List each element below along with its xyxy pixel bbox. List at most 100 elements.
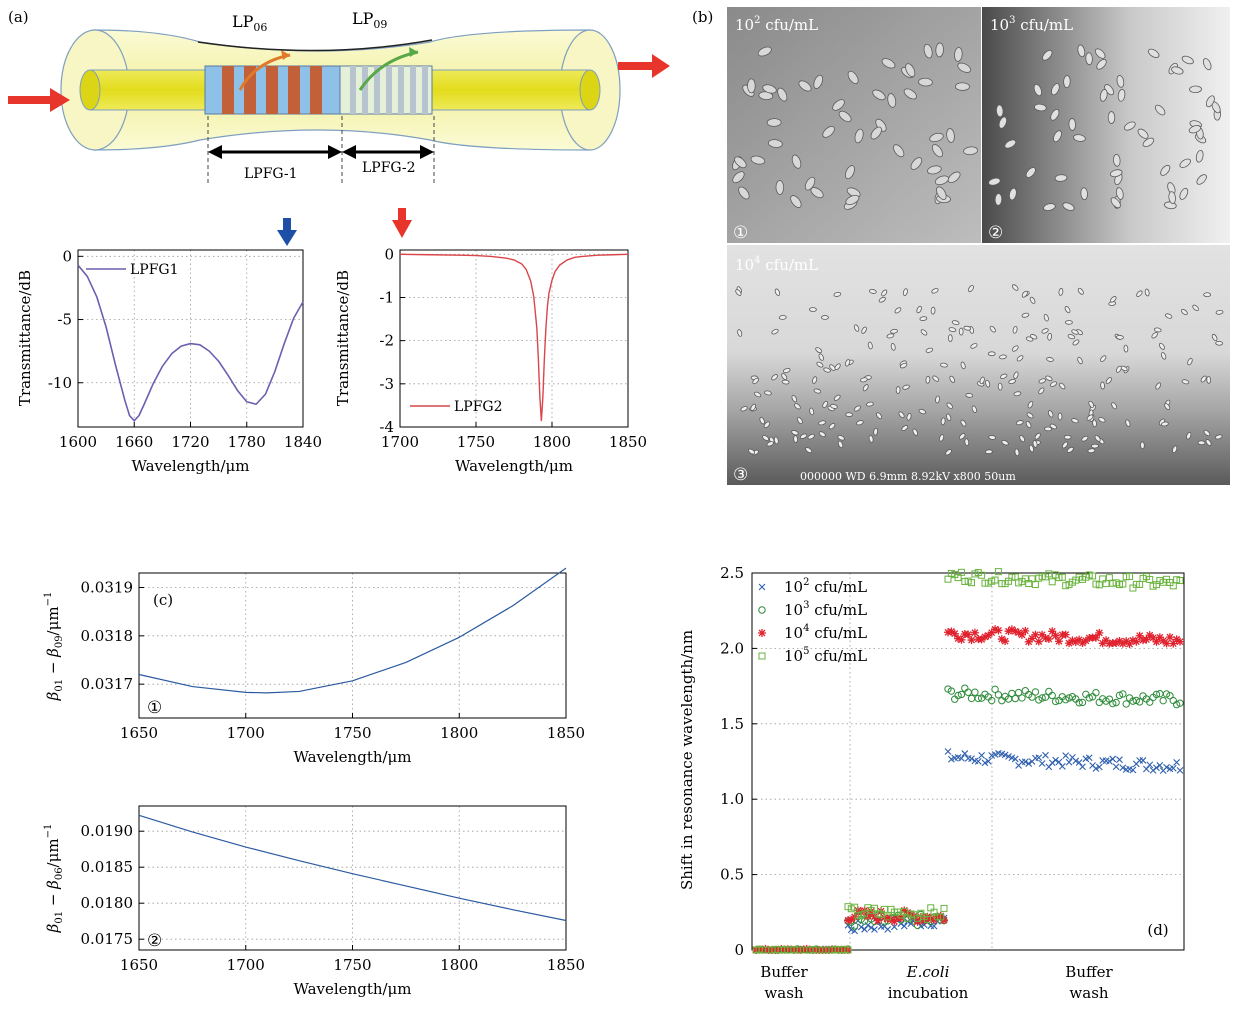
bacterium <box>910 157 923 170</box>
bacterium <box>1068 118 1076 131</box>
bacterium <box>1091 443 1099 449</box>
bacterium <box>766 441 774 447</box>
bacterium <box>844 165 855 180</box>
data-point <box>1119 764 1127 772</box>
bacterium <box>948 334 953 343</box>
bacterium <box>1200 375 1207 383</box>
data-point <box>1085 694 1093 702</box>
data-point <box>1024 637 1033 646</box>
data-point <box>1159 696 1167 705</box>
data-point <box>1112 763 1120 771</box>
bacterium <box>767 139 783 148</box>
bacterium <box>791 430 799 436</box>
y-tick-label: 2.5 <box>720 564 744 582</box>
bacterium <box>1077 287 1084 295</box>
data-point <box>1034 637 1043 646</box>
bacterium <box>1161 352 1167 360</box>
bacterium <box>1197 440 1206 446</box>
data-point <box>957 690 966 699</box>
bacterium <box>923 43 933 59</box>
bacterium <box>1113 153 1121 167</box>
bacterium <box>1096 58 1107 70</box>
data-point <box>1135 631 1144 640</box>
bacterium <box>1047 410 1054 418</box>
bacterium <box>1205 439 1212 446</box>
data-point <box>1125 640 1134 649</box>
bacterium <box>1192 304 1199 311</box>
bacterium <box>1088 400 1095 408</box>
bacterium <box>1047 332 1052 341</box>
plot-frame <box>399 249 629 428</box>
y-axis-label: Transmittance/dB <box>16 270 34 406</box>
bacterium <box>1046 357 1054 362</box>
bacterium <box>946 128 955 143</box>
x-tick-label: 1800 <box>440 956 478 974</box>
data-point <box>864 921 872 929</box>
data-point <box>981 759 989 767</box>
panel-c-label: (c) <box>153 591 173 609</box>
legend-label: 102 cfu/mL <box>784 577 867 596</box>
bacterium <box>1189 85 1202 94</box>
category-label: Buffer <box>1065 963 1113 981</box>
data-point <box>1075 635 1084 644</box>
data-point <box>1119 580 1127 588</box>
bacterium <box>1172 445 1178 454</box>
y-tick-label: -4 <box>379 418 394 436</box>
data-point <box>961 750 969 757</box>
bacterium <box>1081 435 1089 442</box>
legend-base: 10 <box>784 601 803 619</box>
bacterium <box>1034 103 1047 112</box>
data-point <box>857 923 865 931</box>
data-point <box>1172 700 1181 709</box>
bacterium <box>781 373 788 381</box>
bacterium <box>1206 375 1212 384</box>
bacterium <box>1025 420 1032 429</box>
bacterium <box>987 351 996 357</box>
data-point <box>967 636 976 645</box>
data-point <box>900 906 909 915</box>
data-point <box>890 923 898 931</box>
bacterium <box>1205 95 1215 108</box>
bacterium <box>1004 139 1017 149</box>
legend-exp: 5 <box>803 646 809 657</box>
bacterium <box>931 288 939 294</box>
bacterium <box>1029 296 1036 304</box>
bacterium <box>805 447 813 454</box>
bacterium <box>1080 187 1088 201</box>
curve-marker: ② <box>147 931 162 951</box>
bacterium <box>813 388 822 394</box>
data-point <box>1102 636 1111 645</box>
bacterium <box>881 289 888 297</box>
data-point <box>984 631 993 640</box>
fiber-schematic: LPFG-1 LPFG-2 LP06 LP09 <box>8 9 670 186</box>
bacterium <box>925 375 931 384</box>
bacterium <box>925 347 934 353</box>
data-point <box>1028 693 1036 701</box>
data-point <box>1038 630 1047 639</box>
bacterium <box>1137 128 1149 139</box>
data-point <box>1061 630 1070 639</box>
bacterium <box>1116 75 1125 88</box>
data-point <box>974 757 982 765</box>
curve-marker: ① <box>147 698 162 718</box>
data-point <box>900 908 908 916</box>
bacterium <box>737 329 743 337</box>
data-point <box>970 628 979 637</box>
bacterium <box>1043 313 1049 322</box>
data-point <box>1095 763 1103 771</box>
bacteria-cells <box>732 42 978 210</box>
bacterium <box>1077 356 1083 365</box>
bacterium <box>918 77 933 87</box>
legend-exp: 3 <box>803 600 809 611</box>
bacterium <box>905 63 916 78</box>
bacterium <box>929 132 944 143</box>
bacterium <box>1087 448 1096 454</box>
panel-b-label: (b) <box>692 8 713 26</box>
bacterium <box>816 361 824 368</box>
data-point <box>1075 699 1083 707</box>
sem-2-marker: ② <box>988 223 1003 243</box>
bacterium <box>996 104 1004 118</box>
bacterium <box>1058 288 1064 296</box>
x-tick-label: 1700 <box>227 956 265 974</box>
bacterium <box>1144 288 1150 297</box>
